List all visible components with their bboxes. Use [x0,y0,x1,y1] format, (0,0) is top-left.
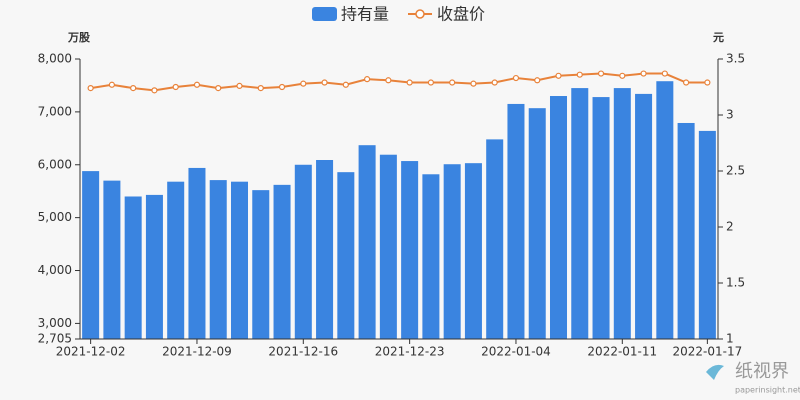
y-tick-label: 2,705 [38,332,72,346]
y-tick-label: 5,000 [38,210,72,224]
x-tick-label: 2022-01-17 [672,345,742,359]
y-tick-label: 4,000 [38,263,72,277]
bar [507,103,525,340]
y2-axis-label: 元 [713,31,724,44]
bar [379,154,397,339]
line [90,72,708,92]
x-tick-label: 2021-12-02 [56,345,126,359]
bar [188,167,206,339]
point [108,81,116,88]
point [385,77,392,84]
bar [677,122,695,339]
y2-tick-label: 2 [726,220,734,234]
legend-label[interactable]: 收盘价 [437,5,485,24]
point [215,85,222,92]
point [130,85,137,92]
y-tick-label: 7,000 [38,104,72,118]
point [449,79,456,86]
point [661,70,668,77]
bar [464,163,482,339]
bar [124,196,142,339]
bar [592,97,610,339]
point [491,79,498,86]
point [364,76,371,83]
x-tick-label: 2021-12-16 [268,345,338,359]
x-tick-label: 2021-12-23 [375,345,445,359]
watermark: paperinsight.net [735,386,800,395]
point [427,79,434,86]
y2-tick-label: 3.5 [726,52,745,66]
legend-swatch[interactable] [415,9,425,19]
x-tick-label: 2022-01-04 [481,345,551,359]
bar [358,145,376,339]
y2-tick-label: 1 [726,332,734,346]
watermark-logo [706,364,724,380]
point [576,71,583,78]
bar [401,161,419,339]
bar [145,194,163,339]
bar [209,180,227,339]
point [257,85,264,92]
bar [656,81,674,340]
bar [635,93,653,339]
bar [82,171,100,339]
y-tick-label: 3,000 [38,316,72,330]
point [682,79,690,86]
x-tick-label: 2022-01-11 [587,345,657,359]
bar [316,160,334,339]
point [342,81,349,88]
point [300,80,307,87]
point [640,70,647,77]
point [236,82,243,89]
y-tick-label: 8,000 [38,52,72,66]
bar [422,174,440,339]
point [151,87,158,94]
legend-label[interactable]: 持有量 [341,5,389,24]
point [512,74,520,82]
point [406,79,413,86]
x-tick-label: 2021-12-09 [162,345,232,359]
watermark: 纸视界 [735,361,789,382]
bar [549,96,568,339]
bar [252,190,270,339]
bar [337,172,355,339]
point [470,80,477,87]
y-axis-label: 万股 [67,31,91,44]
y2-tick-label: 3 [726,108,734,122]
bar [698,130,716,339]
point [278,83,286,91]
bar [273,184,291,339]
bar [230,181,249,339]
point [172,83,179,91]
point [704,79,711,86]
point [534,77,541,84]
bar [571,88,589,339]
y-tick-label: 6,000 [38,157,72,171]
point [87,85,94,92]
point [321,79,328,86]
point [555,72,562,79]
bar [528,108,546,339]
bar [294,164,312,339]
bar [443,164,461,339]
point [597,70,605,77]
bar [103,180,121,339]
point [193,81,201,88]
y2-tick-label: 2.5 [726,164,745,178]
bar [167,181,185,339]
legend-swatch[interactable] [312,7,337,21]
bar [613,88,631,339]
point [619,72,626,79]
bar [486,139,504,339]
y2-tick-label: 1.5 [726,276,745,290]
